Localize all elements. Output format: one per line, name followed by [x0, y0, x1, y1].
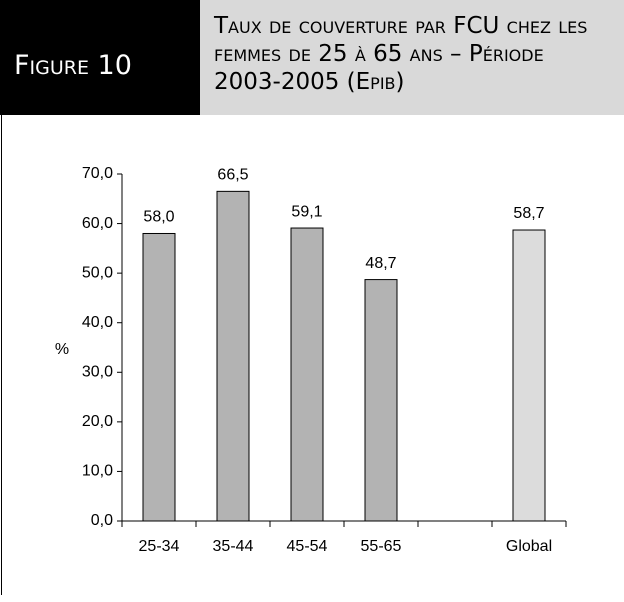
y-tick-label: 60,0	[82, 215, 113, 232]
bar	[364, 279, 398, 522]
bar	[512, 229, 546, 522]
bar	[142, 232, 176, 522]
side-rule	[1, 115, 2, 595]
bar	[216, 190, 250, 522]
x-tick-label: Global	[506, 538, 552, 555]
x-tick-label: 35-44	[213, 538, 254, 555]
chart-title: Taux de couverture par FCU chez les femm…	[200, 0, 624, 115]
y-tick-label: 50,0	[82, 264, 113, 281]
y-tick-label: 40,0	[82, 314, 113, 331]
figure-label: Figure 10	[0, 0, 200, 115]
data-label: 59,1	[291, 203, 322, 220]
data-label: 48,7	[365, 255, 396, 272]
x-tick-label: 45-54	[287, 538, 328, 555]
y-tick-label: 0,0	[91, 512, 113, 529]
data-label: 66,5	[217, 167, 248, 184]
y-tick-label: 30,0	[82, 364, 113, 381]
data-label: 58,0	[143, 209, 174, 226]
y-axis-label: %	[55, 341, 69, 358]
y-tick-label: 10,0	[82, 463, 113, 480]
y-tick-label: 70,0	[82, 165, 113, 182]
x-tick-label: 25-34	[139, 538, 180, 555]
y-tick-label: 20,0	[82, 413, 113, 430]
bar	[290, 227, 324, 522]
data-label: 58,7	[513, 205, 544, 222]
x-tick-label: 55-65	[361, 538, 402, 555]
